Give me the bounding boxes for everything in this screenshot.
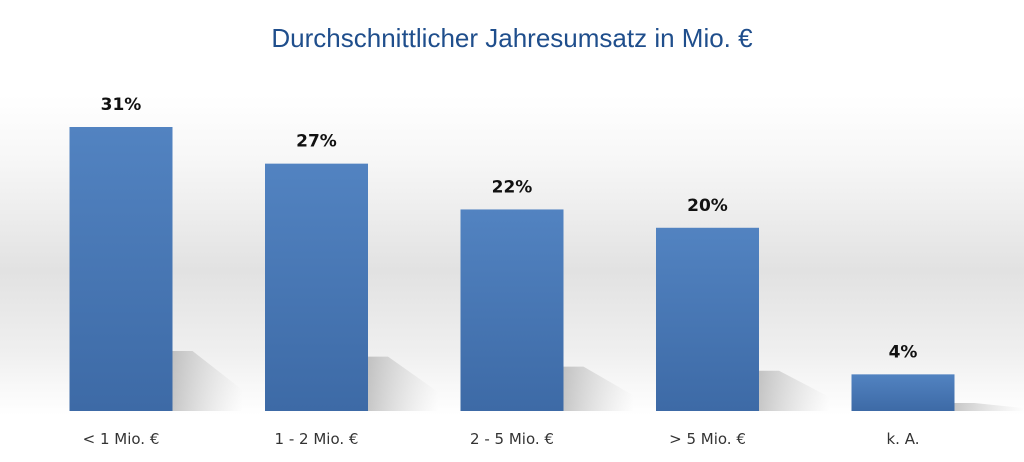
bar — [265, 163, 368, 411]
chart-title: Durchschnittlicher Jahresumsatz in Mio. … — [271, 23, 753, 53]
bar-shadow — [954, 402, 1024, 411]
bar-shadow — [759, 370, 829, 411]
bar-shadow — [563, 366, 634, 411]
bar — [460, 209, 564, 411]
value-labels: 31% 27% 22% 20% 4% — [101, 95, 918, 362]
bars — [69, 127, 955, 411]
category-tick-label: 1 - 2 Mio. € — [275, 430, 359, 448]
category-labels: < 1 Mio. € 1 - 2 Mio. € 2 - 5 Mio. € > 5 Mi… — [83, 430, 920, 448]
bar-value-label: 4% — [889, 342, 918, 362]
bar — [69, 127, 173, 411]
category-tick-label: k. A. — [887, 430, 920, 448]
bar — [656, 227, 759, 411]
bar-shadow — [172, 351, 243, 411]
bar-value-label: 27% — [296, 132, 337, 152]
category-tick-label: 2 - 5 Mio. € — [470, 430, 554, 448]
bar-shadows — [172, 351, 1024, 411]
bar-value-label: 31% — [101, 95, 142, 115]
bar-shadow — [368, 356, 438, 411]
bar-value-label: 22% — [492, 177, 533, 197]
category-tick-label: > 5 Mio. € — [669, 430, 746, 448]
bar-value-label: 20% — [687, 196, 728, 216]
category-tick-label: < 1 Mio. € — [83, 430, 160, 448]
bar — [851, 374, 955, 411]
